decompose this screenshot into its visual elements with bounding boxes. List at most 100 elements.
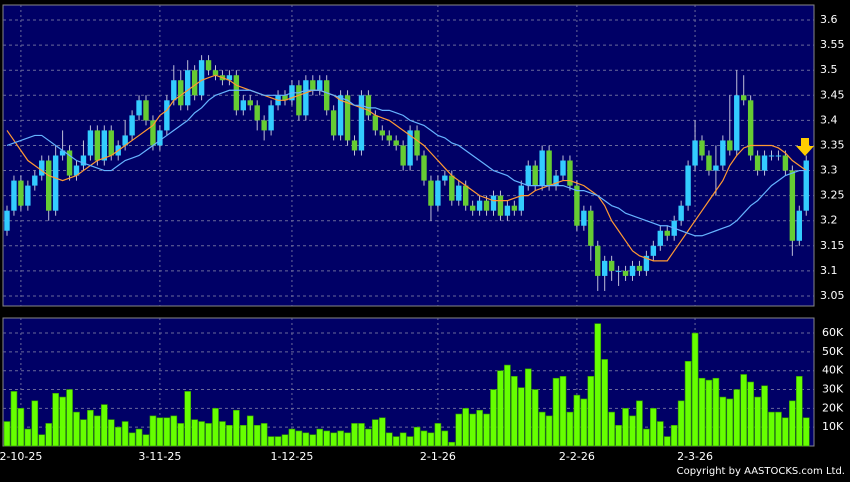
volume-bar (10, 391, 18, 447)
candle-body (150, 120, 156, 146)
volume-bar (740, 374, 748, 447)
volume-bar (219, 421, 226, 447)
volume-bar (747, 381, 754, 447)
volume-bar (45, 423, 53, 447)
candle-body (122, 135, 128, 146)
y-tick-label: 3.4 (820, 113, 838, 126)
volume-bar (24, 428, 32, 447)
candle-body (636, 265, 643, 271)
candle-body (365, 95, 372, 116)
volume-bar (253, 424, 261, 447)
x-tick-label: 2-10-25 (0, 450, 42, 463)
y-tick-label: 10K (822, 420, 844, 433)
candle-body (379, 130, 385, 136)
volume-bar (608, 411, 615, 447)
candle-body (602, 260, 608, 276)
candle-body (282, 95, 288, 101)
candle-body (754, 155, 761, 171)
candle-body (720, 140, 726, 166)
volume-bar (434, 423, 442, 447)
volume-bar (802, 417, 810, 447)
candle-body (532, 165, 538, 186)
candle-body (442, 175, 448, 181)
volume-bar (246, 415, 254, 447)
volume-bar (156, 417, 164, 447)
volume-bar (427, 432, 435, 447)
volume-bar (309, 434, 317, 447)
candle-body (66, 150, 73, 176)
volume-bar (316, 428, 324, 447)
candle-body (608, 260, 615, 271)
candle-body (59, 150, 66, 156)
volume-bar (358, 423, 365, 447)
candle-body (25, 185, 31, 206)
candle-body (796, 210, 802, 241)
candle-body (372, 115, 379, 131)
marker-arrow (796, 138, 814, 156)
copyright: Copyright by AASTOCKS.com Ltd. (677, 466, 845, 477)
candle-body (101, 130, 107, 161)
candle-body (504, 205, 511, 216)
candle-body (18, 180, 24, 206)
candle-body (483, 200, 490, 211)
candle-body (490, 195, 497, 211)
volume-bar (378, 417, 386, 447)
candle-body (233, 75, 240, 111)
candle-body (539, 150, 545, 186)
candle-body (414, 130, 420, 156)
candle-body (226, 75, 233, 81)
candle-body (588, 210, 594, 246)
volume-bar (59, 396, 66, 447)
candle-body (650, 245, 657, 256)
volume-bar (580, 398, 588, 447)
volume-bar (441, 430, 449, 447)
volume-bar (399, 432, 407, 447)
candle-body (511, 205, 518, 211)
volume-bar (636, 400, 643, 447)
volume-bar (705, 379, 713, 447)
volume-bar (420, 430, 428, 447)
volume-bar (365, 428, 372, 447)
volume-bar (684, 360, 692, 447)
volume-bar (587, 376, 595, 447)
volume-bar (650, 408, 657, 447)
volume-bar (448, 441, 456, 447)
volume-bar (615, 424, 622, 447)
volume-bar (233, 409, 240, 447)
y-tick-label: 20K (822, 401, 844, 414)
candle-body (421, 155, 427, 181)
volume-bar (413, 426, 421, 447)
candle-body (247, 100, 253, 106)
candle-body (629, 265, 636, 276)
volume-bar (205, 423, 212, 447)
volume-bar (559, 376, 567, 447)
volume-bar (94, 415, 101, 447)
candle-body (761, 155, 768, 171)
candle-body (39, 160, 45, 176)
volume-bar (87, 409, 94, 447)
y-tick-label: 3.5 (820, 63, 838, 76)
volume-bar (531, 389, 539, 447)
candle-body (87, 130, 94, 156)
candle-body (678, 205, 684, 221)
y-tick-label: 3.35 (820, 138, 845, 151)
candle-body (525, 165, 531, 186)
y-tick-label: 3.6 (820, 13, 838, 26)
candle-body (456, 185, 462, 201)
volume-bar (629, 415, 636, 447)
volume-bar (483, 413, 490, 447)
candle-body (358, 95, 365, 151)
moving-average-line (6, 89, 807, 237)
candle-body (171, 80, 177, 101)
volume-bar (545, 415, 553, 447)
volume-bar (768, 411, 775, 447)
candle-body (789, 170, 796, 241)
candle-body (212, 70, 219, 76)
volume-bar (323, 430, 331, 447)
volume-bar (191, 419, 198, 447)
candle-body (768, 155, 775, 157)
volume-bar (511, 376, 518, 447)
volume-bar (406, 436, 414, 447)
